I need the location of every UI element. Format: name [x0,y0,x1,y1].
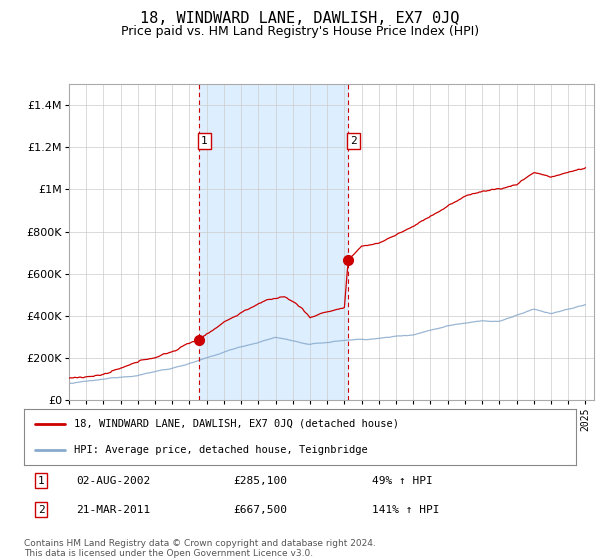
Text: 141% ↑ HPI: 141% ↑ HPI [372,505,439,515]
Text: Contains HM Land Registry data © Crown copyright and database right 2024.
This d: Contains HM Land Registry data © Crown c… [24,539,376,558]
Text: Price paid vs. HM Land Registry's House Price Index (HPI): Price paid vs. HM Land Registry's House … [121,25,479,38]
Bar [199,84,348,400]
Text: 18, WINDWARD LANE, DAWLISH, EX7 0JQ: 18, WINDWARD LANE, DAWLISH, EX7 0JQ [140,11,460,26]
Text: 21-MAR-2011: 21-MAR-2011 [76,505,151,515]
Text: 18, WINDWARD LANE, DAWLISH, EX7 0JQ (detached house): 18, WINDWARD LANE, DAWLISH, EX7 0JQ (det… [74,419,398,429]
Text: 2: 2 [350,136,356,146]
Text: 2: 2 [38,505,44,515]
Text: £667,500: £667,500 [234,505,288,515]
Text: 49% ↑ HPI: 49% ↑ HPI [372,475,433,486]
Text: 02-AUG-2002: 02-AUG-2002 [76,475,151,486]
Text: HPI: Average price, detached house, Teignbridge: HPI: Average price, detached house, Teig… [74,445,367,455]
Text: 1: 1 [201,136,208,146]
Text: £285,100: £285,100 [234,475,288,486]
Text: 1: 1 [38,475,44,486]
